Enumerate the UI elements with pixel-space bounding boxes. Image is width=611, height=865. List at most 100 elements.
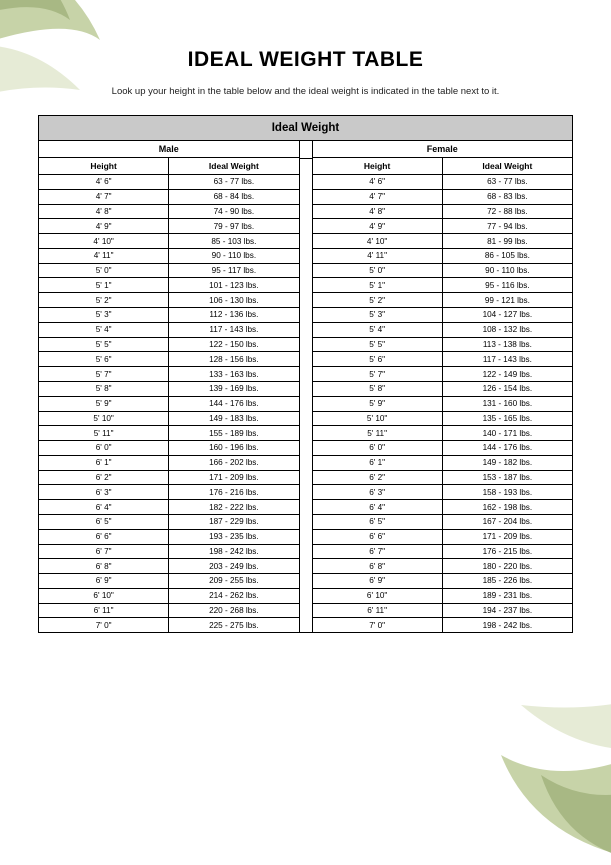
cell-weight: 90 - 110 lbs.	[169, 249, 298, 263]
cell-height: 5' 5"	[313, 338, 443, 352]
table-row: 6' 6"193 - 235 lbs.	[39, 530, 299, 545]
cell-height: 6' 5"	[313, 515, 443, 529]
cell-height: 6' 4"	[39, 500, 169, 514]
cell-height: 4' 6"	[313, 175, 443, 189]
table-row: 6' 9"209 - 255 lbs.	[39, 574, 299, 589]
cell-weight: 68 - 84 lbs.	[169, 190, 298, 204]
cell-weight: 95 - 117 lbs.	[169, 264, 298, 278]
cell-height: 6' 1"	[313, 456, 443, 470]
page-title: IDEAL WEIGHT TABLE	[38, 48, 573, 72]
cell-weight: 112 - 136 lbs.	[169, 308, 298, 322]
cell-weight: 180 - 220 lbs.	[443, 559, 572, 573]
cell-height: 5' 1"	[39, 278, 169, 292]
cell-weight: 131 - 160 lbs.	[443, 397, 572, 411]
table-row: 4' 7"68 - 83 lbs.	[313, 190, 573, 205]
cell-height: 5' 9"	[313, 397, 443, 411]
table-row: 6' 2"153 - 187 lbs.	[313, 471, 573, 486]
cell-weight: 203 - 249 lbs.	[169, 559, 298, 573]
cell-weight: 220 - 268 lbs.	[169, 604, 298, 618]
cell-weight: 225 - 275 lbs.	[169, 618, 298, 632]
cell-weight: 113 - 138 lbs.	[443, 338, 572, 352]
weight-table: Ideal Weight Male Height Ideal Weight 4'…	[38, 115, 573, 633]
table-row: 7' 0"198 - 242 lbs.	[313, 618, 573, 632]
cell-weight: 126 - 154 lbs.	[443, 382, 572, 396]
table-row: 6' 7"198 - 242 lbs.	[39, 545, 299, 560]
cell-height: 5' 8"	[39, 382, 169, 396]
cell-height: 4' 10"	[313, 234, 443, 248]
cell-weight: 117 - 143 lbs.	[169, 323, 298, 337]
table-row: 6' 10"214 - 262 lbs.	[39, 589, 299, 604]
cell-weight: 108 - 132 lbs.	[443, 323, 572, 337]
table-row: 5' 0"90 - 110 lbs.	[313, 264, 573, 279]
cell-weight: 176 - 215 lbs.	[443, 545, 572, 559]
female-column: Female Height Ideal Weight 4' 6"63 - 77 …	[313, 141, 573, 632]
table-row: 4' 9"79 - 97 lbs.	[39, 219, 299, 234]
cell-height: 6' 5"	[39, 515, 169, 529]
cell-height: 5' 9"	[39, 397, 169, 411]
cell-weight: 140 - 171 lbs.	[443, 426, 572, 440]
cell-height: 5' 7"	[39, 367, 169, 381]
cell-height: 4' 7"	[313, 190, 443, 204]
cell-weight: 68 - 83 lbs.	[443, 190, 572, 204]
cell-weight: 144 - 176 lbs.	[169, 397, 298, 411]
table-row: 6' 11"194 - 237 lbs.	[313, 604, 573, 619]
cell-height: 5' 3"	[313, 308, 443, 322]
cell-weight: 122 - 150 lbs.	[169, 338, 298, 352]
cell-weight: 198 - 242 lbs.	[443, 618, 572, 632]
table-row: 6' 2"171 - 209 lbs.	[39, 471, 299, 486]
table-row: 5' 5"122 - 150 lbs.	[39, 338, 299, 353]
cell-weight: 139 - 169 lbs.	[169, 382, 298, 396]
table-row: 5' 3"112 - 136 lbs.	[39, 308, 299, 323]
table-row: 5' 6"128 - 156 lbs.	[39, 352, 299, 367]
cell-height: 6' 9"	[39, 574, 169, 588]
table-row: 6' 0"144 - 176 lbs.	[313, 441, 573, 456]
cell-weight: 158 - 193 lbs.	[443, 485, 572, 499]
cell-height: 5' 11"	[39, 426, 169, 440]
cell-height: 5' 5"	[39, 338, 169, 352]
cell-weight: 194 - 237 lbs.	[443, 604, 572, 618]
cell-weight: 117 - 143 lbs.	[443, 352, 572, 366]
cell-height: 5' 10"	[313, 412, 443, 426]
table-row: 5' 9"131 - 160 lbs.	[313, 397, 573, 412]
cell-weight: 209 - 255 lbs.	[169, 574, 298, 588]
col-header-weight: Ideal Weight	[443, 158, 572, 174]
table-row: 6' 1"166 - 202 lbs.	[39, 456, 299, 471]
table-row: 4' 10"81 - 99 lbs.	[313, 234, 573, 249]
table-row: 6' 1"149 - 182 lbs.	[313, 456, 573, 471]
table-row: 5' 1"95 - 116 lbs.	[313, 278, 573, 293]
table-row: 6' 6"171 - 209 lbs.	[313, 530, 573, 545]
table-row: 6' 3"158 - 193 lbs.	[313, 485, 573, 500]
table-row: 5' 11"155 - 189 lbs.	[39, 426, 299, 441]
cell-height: 6' 10"	[39, 589, 169, 603]
cell-height: 4' 8"	[39, 205, 169, 219]
cell-height: 5' 11"	[313, 426, 443, 440]
cell-weight: 182 - 222 lbs.	[169, 500, 298, 514]
cell-height: 4' 7"	[39, 190, 169, 204]
cell-weight: 189 - 231 lbs.	[443, 589, 572, 603]
cell-height: 6' 11"	[39, 604, 169, 618]
table-row: 4' 11"86 - 105 lbs.	[313, 249, 573, 264]
cell-height: 5' 1"	[313, 278, 443, 292]
cell-weight: 167 - 204 lbs.	[443, 515, 572, 529]
cell-height: 5' 10"	[39, 412, 169, 426]
table-row: 5' 9"144 - 176 lbs.	[39, 397, 299, 412]
table-row: 6' 9"185 - 226 lbs.	[313, 574, 573, 589]
cell-weight: 79 - 97 lbs.	[169, 219, 298, 233]
male-label: Male	[39, 141, 299, 158]
cell-height: 6' 7"	[39, 545, 169, 559]
cell-height: 5' 6"	[313, 352, 443, 366]
cell-weight: 160 - 196 lbs.	[169, 441, 298, 455]
table-row: 6' 4"162 - 198 lbs.	[313, 500, 573, 515]
intro-text: Look up your height in the table below a…	[38, 86, 573, 97]
table-row: 6' 8"203 - 249 lbs.	[39, 559, 299, 574]
table-row: 5' 2"99 - 121 lbs.	[313, 293, 573, 308]
cell-weight: 95 - 116 lbs.	[443, 278, 572, 292]
cell-height: 4' 6"	[39, 175, 169, 189]
cell-weight: 171 - 209 lbs.	[169, 471, 298, 485]
table-row: 5' 7"122 - 149 lbs.	[313, 367, 573, 382]
cell-height: 6' 10"	[313, 589, 443, 603]
cell-height: 7' 0"	[313, 618, 443, 632]
table-row: 6' 4"182 - 222 lbs.	[39, 500, 299, 515]
table-row: 4' 11"90 - 110 lbs.	[39, 249, 299, 264]
cell-weight: 144 - 176 lbs.	[443, 441, 572, 455]
